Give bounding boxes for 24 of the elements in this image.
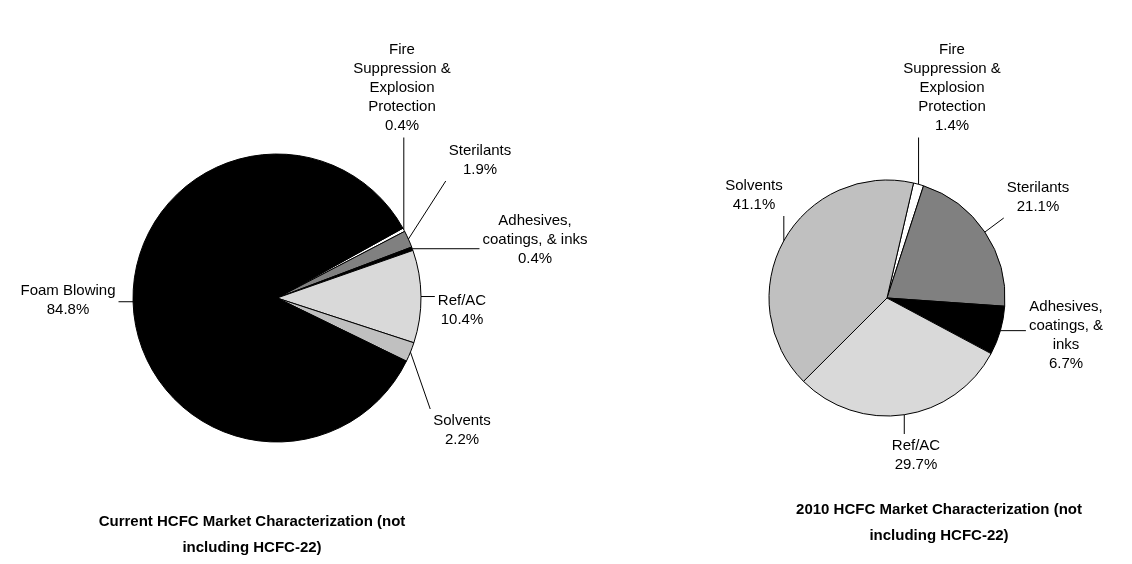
data-label: 21.1%	[1016, 196, 1060, 214]
slice-label: Solvents	[433, 410, 491, 428]
slice-label: Ref/AC	[437, 290, 487, 308]
text: Current HCFC Market Characterization (not including HCFC-22)	[97, 511, 407, 557]
data-label: 2.2%	[444, 429, 480, 447]
slice-label: Ref/AC	[891, 435, 941, 453]
data-label: 84.8%	[46, 299, 90, 317]
slice-label: Adhesives, coatings, & inks	[1028, 296, 1104, 352]
data-label: 6.7%	[1048, 353, 1084, 371]
slice-label: Fire Suppression & Explosion Protection	[353, 40, 451, 115]
slice-label: Solvents	[725, 175, 783, 193]
data-label: 10.4%	[440, 309, 484, 327]
slice-label: Sterilants	[448, 140, 512, 158]
data-label: 1.4%	[934, 116, 970, 134]
data-label: 29.7%	[894, 454, 938, 472]
data-label: 1.9%	[462, 159, 498, 177]
slice-label: Adhesives, coatings, & inks	[482, 211, 588, 248]
text: 2010 HCFC Market Characterization (not including HCFC-22)	[795, 499, 1083, 545]
data-label: 41.1%	[732, 194, 776, 212]
slice-label: Fire Suppression & Explosion Protection	[903, 40, 1001, 115]
data-label: 0.4%	[517, 249, 553, 267]
data-label: 0.4%	[384, 116, 420, 134]
slice-label: Sterilants	[1006, 177, 1070, 195]
slice-label: Foam Blowing	[20, 280, 116, 298]
